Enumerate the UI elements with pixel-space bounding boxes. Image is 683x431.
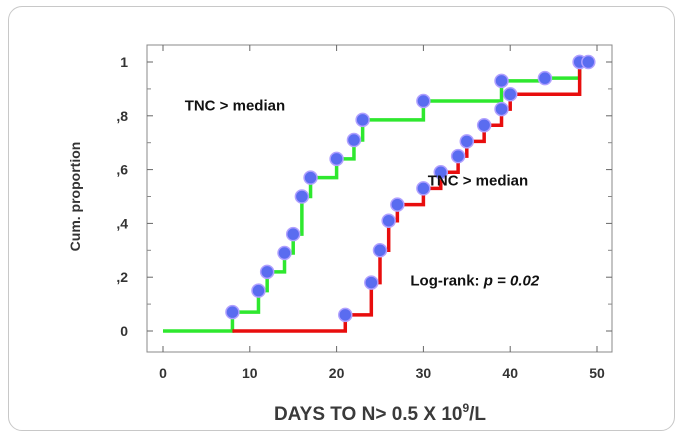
- data-point-green: [355, 112, 370, 128]
- y-axis-label: Cum. proportion: [67, 142, 83, 252]
- data-point-red: [581, 54, 596, 70]
- y-tick-labels: 0 ,2 ,4 ,6 ,8 1: [116, 54, 128, 339]
- y-tick-label: ,6: [116, 162, 128, 178]
- data-point-red: [502, 87, 518, 102]
- y-tick-label: ,4: [116, 215, 128, 231]
- data-point-red: [416, 181, 431, 196]
- data-point-red: [372, 243, 388, 258]
- logrank-p: p = 0.02: [483, 272, 540, 289]
- logrank-prefix: Log-rank:: [410, 272, 483, 289]
- y-tick-label: 1: [120, 54, 128, 70]
- data-point-red: [450, 148, 466, 164]
- x-tick-labels: 0 10 20 30 40 50: [159, 365, 605, 381]
- data-point-red: [459, 134, 475, 149]
- y-tick-label: ,8: [116, 108, 128, 124]
- data-point-red: [433, 165, 449, 180]
- data-point-red: [390, 197, 405, 212]
- data-point-red: [476, 117, 492, 133]
- data-point-green: [277, 245, 292, 261]
- data-point-green: [416, 93, 431, 109]
- data-point-green: [294, 189, 310, 204]
- x-axis-label: DAYS TO N> 0.5 X 109/L: [274, 401, 486, 425]
- data-point-green: [537, 70, 553, 86]
- x-tick-label: 40: [502, 365, 518, 381]
- annotation-green: TNC > median: [185, 97, 285, 114]
- x-axis-label-main: DAYS TO N> 0.5 X 10: [274, 404, 463, 425]
- logrank-annotation: Log-rank: p = 0.02: [410, 272, 539, 289]
- data-point-green: [329, 151, 344, 167]
- data-point-red: [364, 275, 379, 290]
- data-point-green: [285, 226, 301, 242]
- data-point-red: [338, 307, 353, 323]
- x-tick-label: 10: [242, 365, 258, 381]
- x-tick-label: 50: [589, 365, 605, 381]
- data-point-green: [251, 283, 266, 298]
- annotation-red: TNC > median: [428, 173, 528, 190]
- y-tick-label: ,2: [116, 269, 128, 285]
- x-axis-label-tail: /L: [469, 404, 486, 425]
- plot-area: [146, 44, 613, 353]
- data-point-green: [494, 73, 509, 89]
- x-axis-label-sup: 9: [462, 401, 469, 415]
- series-line-red: [232, 60, 589, 333]
- data-point-green: [346, 132, 362, 148]
- y-tick-label: 0: [120, 323, 128, 339]
- data-point-green: [303, 170, 318, 185]
- x-tick-label: 20: [329, 365, 345, 381]
- x-tick-label: 30: [416, 365, 432, 381]
- data-point-green: [225, 304, 240, 320]
- data-point-green: [259, 264, 275, 280]
- data-point-red: [381, 213, 396, 228]
- marker-layer: [225, 54, 596, 323]
- data-point-red: [494, 101, 509, 117]
- axis-ticks: [147, 45, 612, 352]
- x-tick-label: 0: [159, 365, 167, 381]
